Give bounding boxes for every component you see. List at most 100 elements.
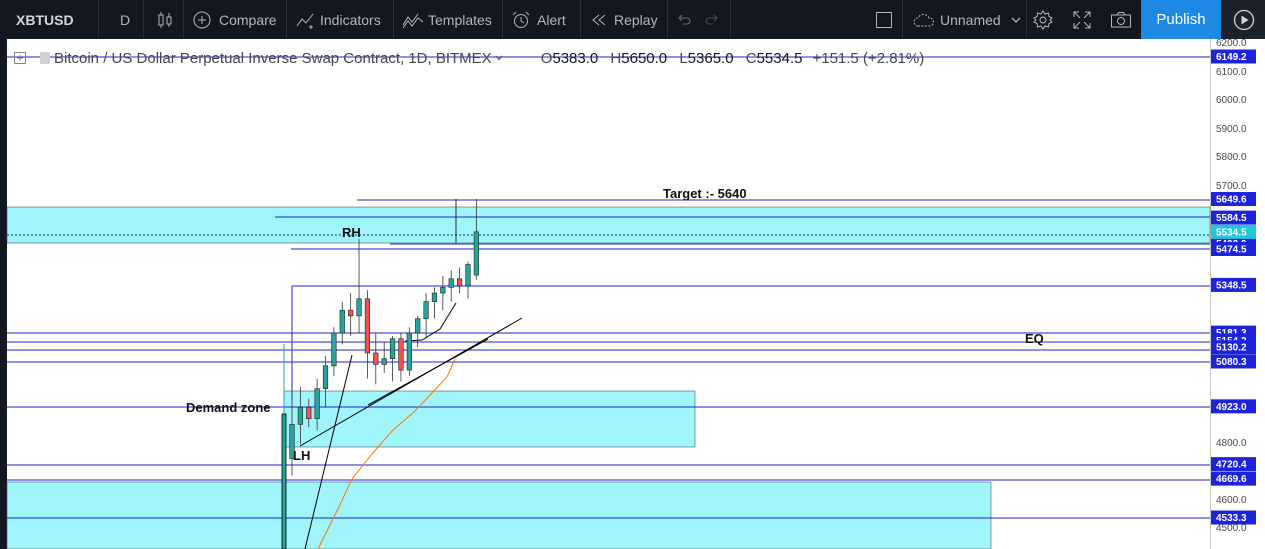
chart-area[interactable]: Target :- 5640 RH EQ Demand zone LH 6200… [0,39,1265,549]
candle-body [389,338,396,359]
toolbar-divider [902,0,903,39]
candle-body [356,298,362,317]
price-badge-label: 4923.0 [1216,402,1247,413]
price-badge-label: 5348.5 [1216,280,1247,291]
price-badge [1211,277,1256,292]
open-value: 5383.0 [552,49,599,67]
layout-name: Unnamed [940,11,1001,28]
price-badge [1211,471,1256,486]
axis-tick-label: 6000.0 [1216,95,1247,106]
price-badge [1211,354,1256,369]
lh-annotation: LH [293,448,310,463]
indicators-label: Indicators [320,11,381,28]
high-value: 5650.0 [621,49,668,67]
lower-demand-zone [6,481,992,549]
candle-body [406,332,412,371]
price-badge-label: 5080.3 [1216,357,1247,368]
close-value: 5534.5 [756,49,803,67]
supply-zone [6,206,1211,244]
alert-label: Alert [537,11,566,28]
toolbar-divider [730,0,731,39]
price-badge [1211,340,1256,355]
expand-button[interactable] [1073,0,1091,39]
chevron-down-icon[interactable] [495,55,503,61]
redo-button[interactable] [704,0,720,39]
price-badge-label: 4533.3 [1216,513,1247,524]
settings-button[interactable] [1033,0,1053,39]
square-icon [876,11,892,28]
demand-zone-annotation: Demand zone [186,400,271,415]
expand-icon [1073,11,1091,28]
toolbar-divider [183,0,184,39]
price-badge [1211,49,1256,64]
chart-legend: Bitcoin / US Dollar Perpetual Inverse Sw… [14,47,924,69]
play-button[interactable] [1222,0,1265,39]
rh-annotation: RH [342,225,361,240]
indicators-button[interactable]: Indicators [296,0,381,39]
candles-icon [158,11,172,28]
publish-button[interactable]: Publish [1141,0,1221,39]
toolbar-divider [143,0,144,39]
alarm-clock-icon [512,11,530,28]
play-circle-icon [1233,9,1254,30]
drag-handle-icon[interactable] [40,52,50,64]
axis-tick-label: 5800.0 [1216,152,1247,163]
candle-body [465,264,471,287]
candle-body [440,287,446,294]
candle-body [331,332,337,367]
moving-average-line [317,358,456,549]
fullscreen-chart-button[interactable] [875,0,893,39]
candle-body [431,292,438,302]
price-badge-label: 5649.6 [1216,195,1247,206]
alert-button[interactable]: Alert [511,0,566,39]
price-badges: 6149.25649.65584.55525.75493.95474.55348… [1211,49,1256,525]
target-annotation: Target :- 5640 [663,186,747,201]
toolbar-divider [667,0,668,39]
ohlc-values: O5383.0 H5650.0 L5365.0 C5534.5 [541,50,803,67]
candle-body [289,424,295,459]
low-key: L [679,49,688,67]
undo-button[interactable] [676,0,692,39]
toolbar-divider [1026,0,1027,39]
snapshot-button[interactable] [1110,0,1132,39]
axis-tick-label: 5700.0 [1216,181,1247,192]
bar-style-button[interactable] [156,0,174,39]
axis-tick-label: 4600.0 [1216,495,1247,506]
collapse-icon[interactable] [14,52,26,64]
cloud-icon [913,13,934,26]
interval-button[interactable]: D [120,11,131,28]
candle-body [415,318,421,334]
axis-tick-label: 5900.0 [1216,124,1247,135]
camera-icon [1111,11,1131,27]
price-badge [1211,457,1256,472]
high-key: H [610,49,622,67]
candle-body [314,388,320,419]
candle-body [348,309,354,317]
candle-body [373,352,379,365]
chart-canvas[interactable]: Target :- 5640 RH EQ Demand zone LH 6200… [0,39,1265,549]
price-axis[interactable]: 6200.0 6100.0 6000.0 5900.0 5800.0 5700.… [1211,39,1256,534]
price-badge-label: 4669.6 [1216,474,1247,485]
layout-menu[interactable]: Unnamed [912,0,1021,39]
templates-label: Templates [428,11,492,28]
gear-icon [1033,9,1053,30]
eq-annotation: EQ [1025,331,1044,346]
chevron-down-icon [1011,17,1021,23]
candle-body [473,231,479,276]
replay-label: Replay [614,11,658,28]
price-badge [1211,241,1256,256]
trendline-middle [367,338,489,406]
candles-group [289,198,479,476]
chart-title[interactable]: Bitcoin / US Dollar Perpetual Inverse Sw… [54,49,492,67]
axis-tick-label: 6100.0 [1216,67,1247,78]
candle-body [322,365,329,389]
replay-button[interactable]: Replay [590,0,658,39]
compare-button[interactable]: Compare [193,0,277,39]
symbol-search[interactable]: XBTUSD [16,11,74,28]
toolbar-divider [580,0,581,39]
templates-button[interactable]: Templates [402,0,492,39]
candle-body [398,338,404,371]
low-value: 5365.0 [687,49,734,67]
toolbar-divider [286,0,287,39]
close-key: C [745,49,757,67]
